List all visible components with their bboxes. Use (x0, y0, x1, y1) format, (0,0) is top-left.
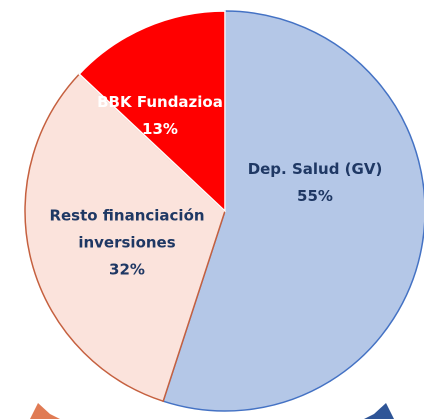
value-label: 13% (142, 120, 178, 138)
value-label: 32% (109, 260, 145, 279)
pie-slice (24, 73, 226, 403)
pie-slice (78, 10, 226, 213)
slice-label: Resto financiación inversiones 32% (27, 203, 227, 284)
slice-label: BBK Fundazioa 13% (80, 89, 240, 143)
category-label: Dep. Salud (GV) (247, 160, 383, 178)
arrow-decoration (30, 403, 60, 419)
category-label: Resto financiación inversiones (49, 206, 205, 252)
arrow-decoration (364, 403, 394, 419)
category-label: BBK Fundazioa (97, 93, 223, 111)
pie-slice (162, 10, 424, 412)
value-label: 55% (297, 187, 333, 205)
slice-label: Dep. Salud (GV) 55% (220, 156, 410, 210)
